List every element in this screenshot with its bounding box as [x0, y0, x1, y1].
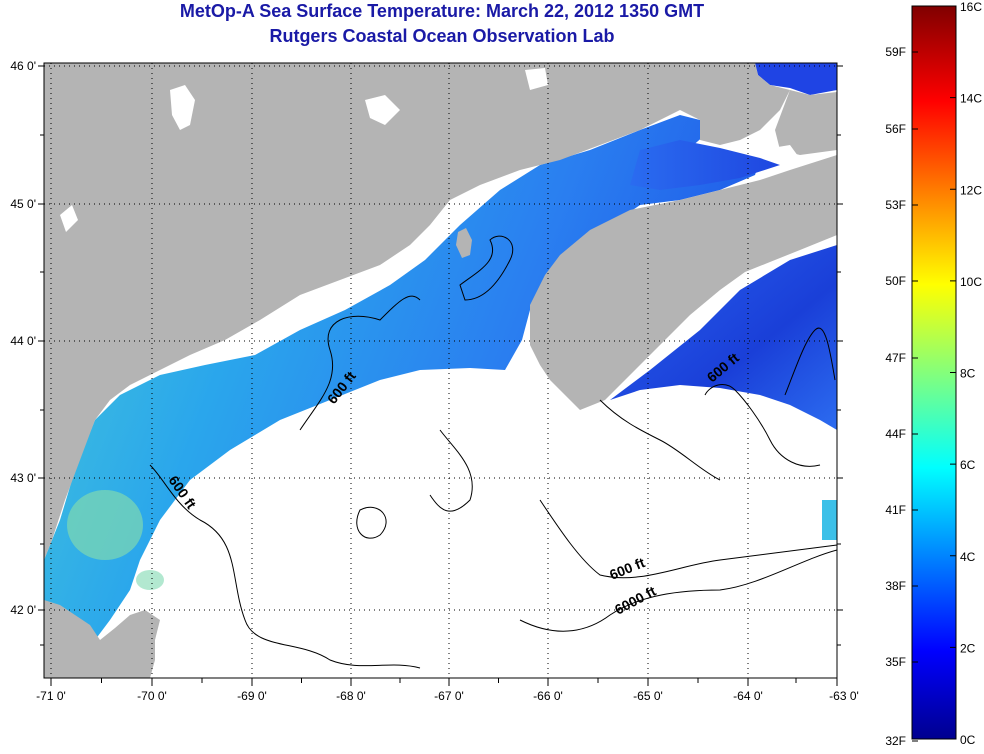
colorbar-fahrenheit-label: 41F	[885, 503, 906, 517]
lon-tick-label: -66 0'	[533, 689, 563, 703]
colorbar-gradient	[911, 5, 957, 740]
colorbar-fahrenheit-label: 56F	[885, 122, 906, 136]
lat-tick-label: 42 0'	[10, 603, 36, 617]
colorbar-fahrenheit-label: 59F	[885, 45, 906, 59]
colorbar-fahrenheit-label: 32F	[885, 734, 906, 748]
lon-tick-label: -67 0'	[434, 689, 464, 703]
axis-ticks	[38, 65, 843, 686]
warm-patch-cape	[136, 570, 164, 590]
land-top-right	[775, 90, 837, 155]
lat-tick-label: 43 0'	[10, 471, 36, 485]
lon-tick-label: -70 0'	[137, 689, 167, 703]
lon-tick-label: -64 0'	[733, 689, 763, 703]
plot-frame	[43, 62, 838, 679]
colorbar-fahrenheit-label: 35F	[885, 655, 906, 669]
colorbar-celsius-label: 16C	[960, 0, 982, 14]
map-title: MetOp-A Sea Surface Temperature: March 2…	[179, 1, 705, 21]
colorbar-celsius-label: 2C	[960, 641, 976, 655]
lon-tick-label: -63 0'	[829, 689, 859, 703]
colorbar-celsius-label: 12C	[960, 183, 982, 197]
warm-coastal-patch	[67, 490, 143, 560]
lon-tick-label: -68 0'	[336, 689, 366, 703]
sst-bay-of-fundy	[630, 140, 780, 190]
lon-tick-label: -69 0'	[237, 689, 267, 703]
colorbar-fahrenheit-label: 53F	[885, 198, 906, 212]
sst-scotian-shelf	[610, 245, 837, 430]
lat-tick-label: 46 0'	[10, 59, 36, 73]
colorbar-celsius-label: 14C	[960, 92, 982, 106]
lon-tick-label: -71 0'	[36, 689, 66, 703]
lat-tick-label: 44 0'	[10, 334, 36, 348]
colorbar-celsius-label: 6C	[960, 458, 976, 472]
graticule	[44, 63, 837, 678]
land-island	[456, 228, 472, 258]
axis-labels: -71 0' -70 0' -69 0' -68 0' -67 0' -66 0' -65 …	[10, 59, 858, 703]
colorbar-fahrenheit-label: 38F	[885, 579, 906, 593]
land-cape-cod	[44, 600, 160, 678]
colorbar-fahrenheit-label: 47F	[885, 351, 906, 365]
colorbar-celsius-label: 10C	[960, 275, 982, 289]
map-subtitle: Rutgers Coastal Ocean Observation Lab	[269, 26, 615, 46]
lat-tick-label: 45 0'	[10, 197, 36, 211]
colorbar-celsius-label: 0C	[960, 733, 976, 747]
colorbar-celsius-label: 8C	[960, 367, 976, 381]
depth-contours	[149, 235, 837, 669]
sst-edge-patch	[822, 500, 837, 540]
colorbar-fahrenheit-label: 50F	[885, 274, 906, 288]
land-nova-scotia	[530, 155, 837, 410]
sst-gulf-of-st-lawrence	[755, 63, 837, 95]
lon-tick-label: -65 0'	[633, 689, 663, 703]
land-maine-new-brunswick	[44, 63, 790, 560]
colorbar-fahrenheit-label: 44F	[885, 427, 906, 441]
colorbar-celsius-label: 4C	[960, 550, 976, 564]
